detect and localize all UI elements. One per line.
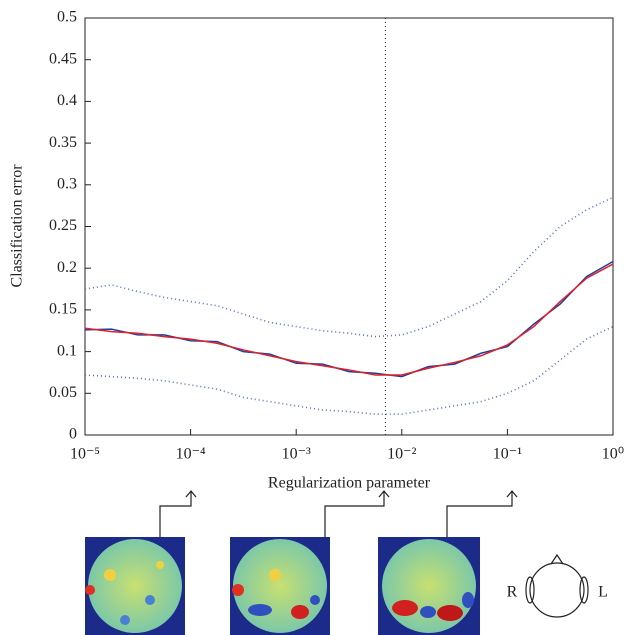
x-tick-label: 10⁻² <box>387 446 416 463</box>
y-tick-label: 0.25 <box>49 217 77 234</box>
topo-map <box>378 537 480 635</box>
x-tick-label: 10⁻³ <box>282 446 311 463</box>
y-tick-label: 0.45 <box>49 50 77 67</box>
y-tick-label: 0.5 <box>57 9 77 26</box>
y-tick-label: 0.2 <box>57 259 77 276</box>
y-tick-label: 0.4 <box>57 92 77 109</box>
x-tick-label: 10⁰ <box>602 446 624 463</box>
y-tick-label: 0 <box>69 426 77 443</box>
arrow <box>159 490 518 537</box>
series-line <box>84 260 614 378</box>
series-line <box>84 263 614 376</box>
x-tick-label: 10⁻¹ <box>493 446 522 463</box>
y-tick-label: 0.35 <box>49 134 77 151</box>
head-diagram <box>525 553 589 618</box>
y-tick-label: 0.3 <box>57 175 77 192</box>
y-tick-label: 0.1 <box>57 342 77 359</box>
x-tick-label: 10⁻⁵ <box>70 446 100 463</box>
x-axis-title: Regularization parameter <box>268 475 431 492</box>
plot-frame <box>84 17 614 436</box>
series-line <box>84 325 614 415</box>
head-label: L <box>598 584 608 601</box>
topo-map <box>230 537 330 635</box>
series-line <box>84 196 614 338</box>
head-label: R <box>507 584 518 601</box>
y-axis-title: Classification error <box>9 164 26 288</box>
x-tick-label: 10⁻⁴ <box>176 446 206 463</box>
y-tick-label: 0.15 <box>49 301 77 318</box>
y-tick-label: 0.05 <box>49 384 77 401</box>
topo-map <box>85 537 185 635</box>
